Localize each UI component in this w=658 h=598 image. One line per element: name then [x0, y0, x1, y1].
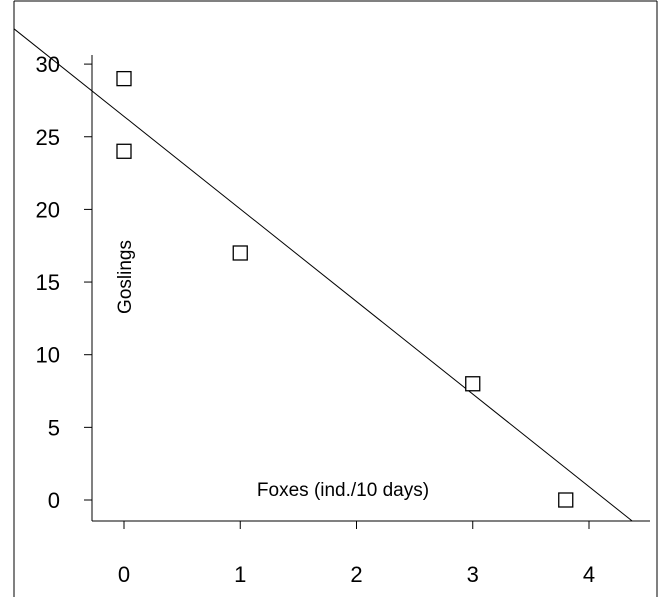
y-axis-title: Goslings [115, 240, 136, 314]
x-tick-label: 0 [118, 562, 130, 587]
x-tick-label: 2 [350, 562, 362, 587]
y-tick-label: 25 [36, 125, 60, 150]
x-axis-title: Foxes (ind./10 days) [257, 480, 429, 501]
y-tick-label: 0 [48, 488, 60, 513]
data-point [116, 143, 132, 159]
y-tick-label: 10 [36, 343, 60, 368]
trendline-group [13, 28, 633, 522]
data-point [558, 492, 574, 508]
y-tick-label: 15 [36, 270, 60, 295]
y-tick-label: 20 [36, 197, 60, 222]
x-tick-label: 4 [583, 562, 595, 587]
data-point [465, 376, 481, 392]
x-ticks: 0 1 2 3 4 [118, 521, 595, 587]
trendline [13, 28, 633, 522]
x-tick-label: 3 [467, 562, 479, 587]
data-point [116, 70, 132, 87]
data-point [232, 245, 248, 261]
y-tick-label: 5 [48, 415, 60, 440]
x-tick-label: 1 [234, 562, 246, 587]
data-points [116, 70, 574, 508]
